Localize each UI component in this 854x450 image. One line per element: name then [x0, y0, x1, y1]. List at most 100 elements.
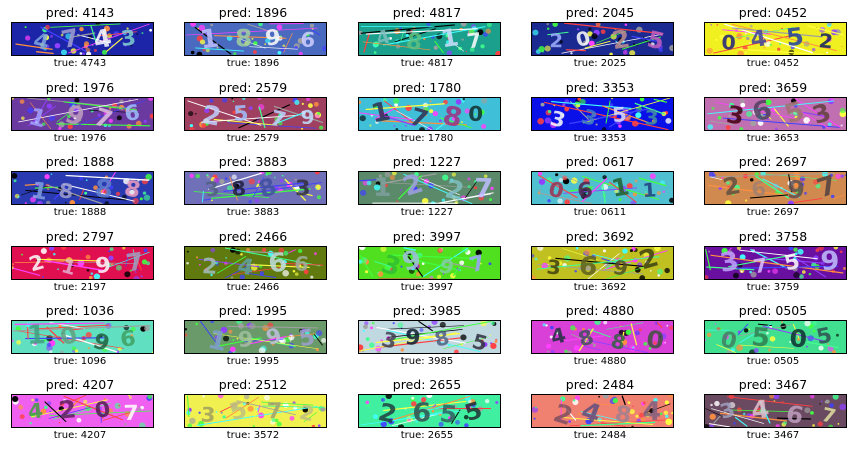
svg-text:7: 7	[267, 106, 288, 130]
pred-label: pred: 1976	[45, 80, 115, 95]
svg-text:9: 9	[238, 328, 254, 353]
svg-text:8: 8	[94, 174, 114, 204]
pred-label: pred: 3985	[392, 303, 462, 318]
svg-text:3: 3	[644, 106, 658, 129]
captcha-cell: pred: 2797 2 1 9 7 true: 2197	[5, 229, 155, 299]
svg-text:5: 5	[644, 25, 667, 55]
captcha-cell: pred: 4880 4 8 8 0 true: 4880	[525, 303, 675, 373]
captcha-cell: pred: 1896 1 8 9 6 true: 1896	[178, 5, 328, 75]
captcha-cell: pred: 0452 0 4 5 2 true: 0452	[698, 5, 848, 75]
captcha-cell: pred: 2484 2 4 8 4 true: 2484	[525, 377, 675, 447]
svg-text:4: 4	[548, 323, 568, 349]
svg-text:8: 8	[404, 28, 424, 55]
true-label: true: 1096	[53, 356, 107, 367]
pred-label: pred: 2045	[565, 5, 635, 20]
svg-text:9: 9	[264, 25, 283, 51]
true-label: true: 3353	[573, 133, 627, 144]
svg-text:0: 0	[93, 397, 112, 423]
svg-text:8: 8	[58, 179, 75, 204]
svg-text:6: 6	[576, 178, 594, 204]
svg-text:9: 9	[819, 247, 840, 277]
pred-label: pred: 1036	[45, 303, 115, 318]
captcha-cell: pred: 3997 3 9 9 7 true: 3997	[352, 229, 502, 299]
svg-text:8: 8	[608, 329, 628, 353]
captcha-cell: pred: 0505 0 5 0 5 true: 0505	[698, 303, 848, 373]
true-label: true: 2484	[573, 430, 627, 441]
svg-text:5: 5	[784, 23, 805, 52]
svg-text:8: 8	[432, 325, 452, 351]
captcha-cell: pred: 1780 1 7 8 0 true: 1780	[352, 80, 502, 150]
svg-text:1: 1	[26, 321, 47, 351]
svg-text:0: 0	[57, 322, 81, 351]
svg-text:9: 9	[785, 175, 806, 204]
captcha-cell: pred: 3883 3 8 8 3 true: 3883	[178, 154, 328, 224]
captcha-cell: pred: 4817 4 8 1 7 true: 4817	[352, 5, 502, 75]
true-label: true: 4880	[573, 356, 627, 367]
svg-text:1: 1	[29, 177, 50, 204]
svg-text:6: 6	[293, 251, 310, 276]
svg-text:3: 3	[545, 255, 562, 279]
svg-text:4: 4	[373, 25, 393, 50]
svg-text:9: 9	[301, 106, 315, 128]
true-label: true: 3572	[226, 430, 280, 441]
pred-label: pred: 4207	[45, 377, 115, 392]
true-label: true: 3883	[226, 207, 280, 218]
true-label: true: 2466	[226, 282, 280, 293]
captcha-cell: pred: 1976 1 9 7 6 true: 1976	[5, 80, 155, 150]
svg-text:7: 7	[819, 403, 838, 427]
svg-text:8: 8	[235, 25, 252, 52]
captcha-cell: pred: 3985 3 9 8 5 true: 3985	[352, 303, 502, 373]
captcha-cell: pred: 2697 2 6 9 7 true: 2697	[698, 154, 848, 224]
svg-text:6: 6	[412, 398, 431, 427]
svg-text:0: 0	[789, 324, 808, 353]
svg-text:2: 2	[297, 400, 317, 426]
captcha-cell: pred: 1995 1 9 9 5 true: 1995	[178, 303, 328, 373]
svg-text:2: 2	[549, 30, 563, 53]
captcha-cell: pred: 2579 2 5 7 9 true: 2579	[178, 80, 328, 150]
svg-text:0: 0	[546, 177, 566, 203]
svg-text:7: 7	[474, 174, 494, 204]
pred-label: pred: 4817	[392, 5, 462, 20]
pred-label: pred: 2697	[738, 154, 808, 169]
captcha-cell: pred: 2045 2 0 2 5 true: 2025	[525, 5, 675, 75]
true-label: true: 4207	[53, 430, 107, 441]
svg-text:0: 0	[573, 27, 592, 52]
pred-label: pred: 1227	[392, 154, 462, 169]
svg-text:3: 3	[724, 100, 747, 130]
svg-text:8: 8	[613, 401, 633, 427]
svg-text:6: 6	[577, 251, 600, 279]
pred-label: pred: 1995	[218, 303, 288, 318]
true-label: true: 3653	[746, 133, 800, 144]
svg-text:4: 4	[642, 397, 661, 427]
true-label: true: 1896	[226, 58, 280, 69]
svg-text:0: 0	[645, 325, 666, 353]
svg-text:5: 5	[233, 102, 250, 127]
svg-text:3: 3	[203, 176, 221, 201]
svg-text:0: 0	[468, 101, 484, 126]
true-label: true: 1976	[53, 133, 107, 144]
svg-text:6: 6	[123, 101, 142, 127]
pred-label: pred: 2466	[218, 229, 288, 244]
svg-text:4: 4	[750, 395, 771, 425]
pred-label: pred: 2484	[565, 377, 635, 392]
svg-text:0: 0	[718, 327, 740, 353]
svg-text:6: 6	[783, 400, 806, 427]
pred-label: pred: 0452	[738, 5, 808, 20]
svg-text:1: 1	[59, 255, 79, 279]
svg-text:5: 5	[814, 323, 834, 350]
svg-text:7: 7	[465, 28, 483, 53]
svg-text:8: 8	[122, 176, 143, 204]
